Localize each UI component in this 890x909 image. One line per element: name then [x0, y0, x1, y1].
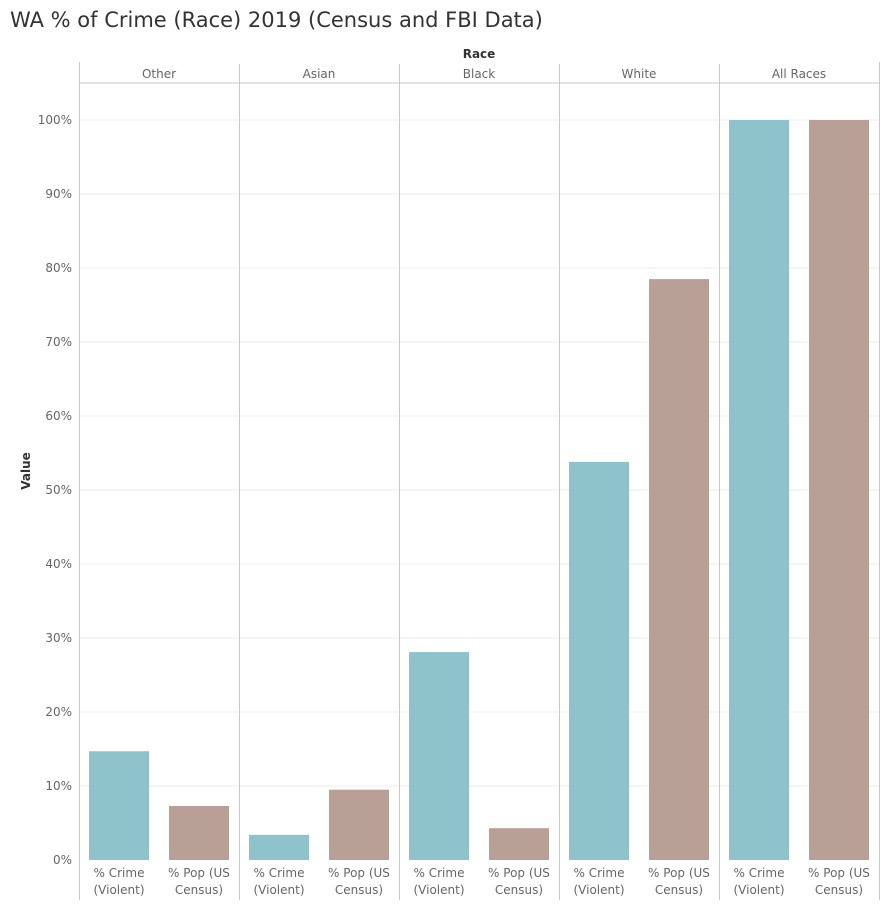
- bar-black-crime: [409, 652, 469, 860]
- x-tick-label: % Pop (US: [648, 866, 710, 880]
- bar-black-pop: [489, 828, 549, 860]
- bar-all-races-pop: [809, 120, 869, 860]
- y-tick-label: 80%: [45, 261, 72, 275]
- x-tick-label: (Violent): [733, 883, 784, 897]
- y-tick-label: 90%: [45, 187, 72, 201]
- bar-all-races-crime: [729, 120, 789, 860]
- x-tick-label: Census): [655, 883, 703, 897]
- bar-asian-pop: [329, 789, 389, 860]
- bar-asian-crime: [249, 834, 309, 860]
- bar-white-crime: [569, 461, 629, 860]
- race-header: Race: [463, 47, 496, 61]
- x-tick-label: % Crime: [254, 866, 305, 880]
- bar-white-pop: [649, 279, 709, 861]
- x-tick-label: (Violent): [93, 883, 144, 897]
- x-tick-label: Census): [175, 883, 223, 897]
- x-tick-label: Census): [335, 883, 383, 897]
- x-tick-label: % Crime: [414, 866, 465, 880]
- group-label-other: Other: [142, 67, 176, 81]
- x-tick-label: % Pop (US: [488, 866, 550, 880]
- y-tick-label: 0%: [53, 853, 72, 867]
- x-tick-label: % Crime: [574, 866, 625, 880]
- y-tick-label: 40%: [45, 557, 72, 571]
- x-tick-label: (Violent): [253, 883, 304, 897]
- x-tick-label: % Pop (US: [808, 866, 870, 880]
- group-label-black: Black: [463, 67, 496, 81]
- x-tick-label: (Violent): [413, 883, 464, 897]
- group-label-all-races: All Races: [772, 67, 826, 81]
- x-tick-label: % Crime: [734, 866, 785, 880]
- x-tick-label: (Violent): [573, 883, 624, 897]
- y-tick-label: 30%: [45, 631, 72, 645]
- group-label-asian: Asian: [303, 67, 336, 81]
- y-axis-title: Value: [19, 452, 33, 490]
- chart-title: WA % of Crime (Race) 2019 (Census and FB…: [10, 8, 543, 32]
- bar-other-pop: [169, 805, 229, 860]
- y-tick-label: 50%: [45, 483, 72, 497]
- x-tick-label: Census): [495, 883, 543, 897]
- group-label-white: White: [622, 67, 657, 81]
- bar-other-crime: [89, 751, 149, 860]
- x-tick-label: % Pop (US: [168, 866, 230, 880]
- y-tick-label: 10%: [45, 779, 72, 793]
- y-tick-label: 60%: [45, 409, 72, 423]
- x-tick-label: % Pop (US: [328, 866, 390, 880]
- x-tick-label: % Crime: [94, 866, 145, 880]
- y-tick-label: 100%: [38, 113, 72, 127]
- y-tick-label: 70%: [45, 335, 72, 349]
- x-tick-label: Census): [815, 883, 863, 897]
- y-tick-label: 20%: [45, 705, 72, 719]
